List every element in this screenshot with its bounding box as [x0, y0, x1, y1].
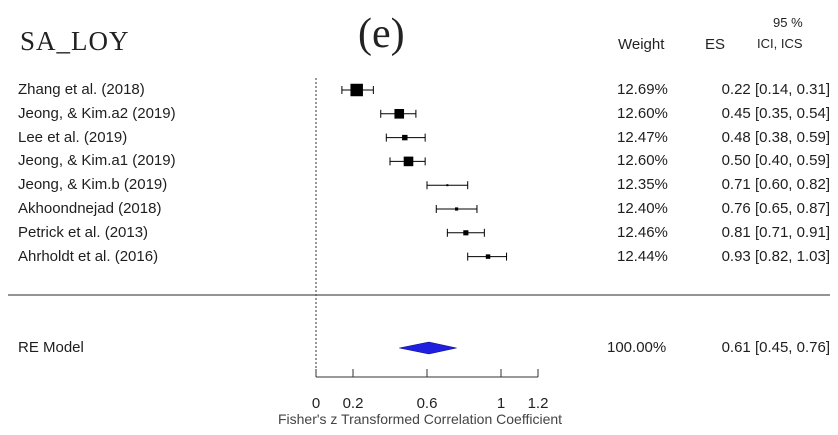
- effect-point: [463, 230, 469, 236]
- ci-header-top: 95 %: [773, 15, 803, 30]
- study-weight: 12.35%: [617, 176, 668, 194]
- x-tick-label: 0: [312, 395, 320, 412]
- study-weight: 12.46%: [617, 223, 668, 241]
- study-label: Akhoondnejad (2018): [18, 200, 162, 217]
- study-label: Jeong, & Kim.b (2019): [18, 176, 168, 194]
- summary-label: RE Model: [18, 339, 84, 356]
- summary-es-ci: 0.61 [0.45, 0.76]: [721, 339, 830, 356]
- study-weight: 12.60%: [617, 104, 668, 122]
- study-es-ci: 0.22 [0.14, 0.31]: [721, 81, 830, 98]
- study-label: Ahrholdt et al. (2016): [18, 247, 159, 265]
- study-weight: 12.60%: [617, 152, 668, 170]
- panel-letter: (e): [358, 11, 405, 57]
- study-es-ci: 0.71 [0.60, 0.82]: [721, 176, 830, 194]
- x-tick-label: 1.2: [528, 395, 549, 412]
- study-label: Jeong, & Kim.a1 (2019): [18, 152, 176, 170]
- effect-point: [455, 207, 459, 211]
- study-weight: 12.69%: [617, 81, 668, 98]
- summary-diamond: [399, 341, 457, 355]
- study-weight: 12.47%: [617, 128, 668, 146]
- x-tick-label: 0.2: [343, 395, 364, 412]
- study-label: Jeong, & Kim.a2 (2019): [18, 104, 176, 122]
- effect-point: [446, 184, 449, 187]
- study-es-ci: 0.48 [0.38, 0.59]: [721, 128, 830, 146]
- ci-header-bottom: ICI, ICS: [757, 36, 803, 51]
- weight-header: Weight: [618, 36, 665, 53]
- es-header: ES: [705, 36, 726, 53]
- study-label: Lee et al. (2019): [18, 128, 128, 146]
- effect-point: [394, 109, 405, 119]
- x-axis-label: Fisher's z Transformed Correlation Coeff…: [278, 411, 562, 427]
- summary-weight: 100.00%: [607, 339, 667, 356]
- x-tick-label: 0.6: [417, 395, 438, 412]
- effect-point: [485, 254, 491, 259]
- effect-point: [402, 134, 408, 141]
- study-label: Petrick et al. (2013): [18, 223, 149, 241]
- study-es-ci: 0.50 [0.40, 0.59]: [721, 152, 830, 170]
- study-label: Zhang et al. (2018): [18, 81, 145, 98]
- effect-point: [403, 156, 414, 167]
- panel-name: SA_LOY: [20, 26, 130, 56]
- study-es-ci: 0.76 [0.65, 0.87]: [721, 200, 830, 217]
- study-es-ci: 0.45 [0.35, 0.54]: [721, 104, 830, 122]
- study-weight: 12.44%: [617, 247, 668, 265]
- study-es-ci: 0.81 [0.71, 0.91]: [721, 223, 830, 241]
- study-es-ci: 0.93 [0.82, 1.03]: [721, 247, 830, 265]
- x-tick-label: 1: [497, 395, 505, 412]
- effect-point: [350, 83, 363, 97]
- study-weight: 12.40%: [617, 200, 668, 217]
